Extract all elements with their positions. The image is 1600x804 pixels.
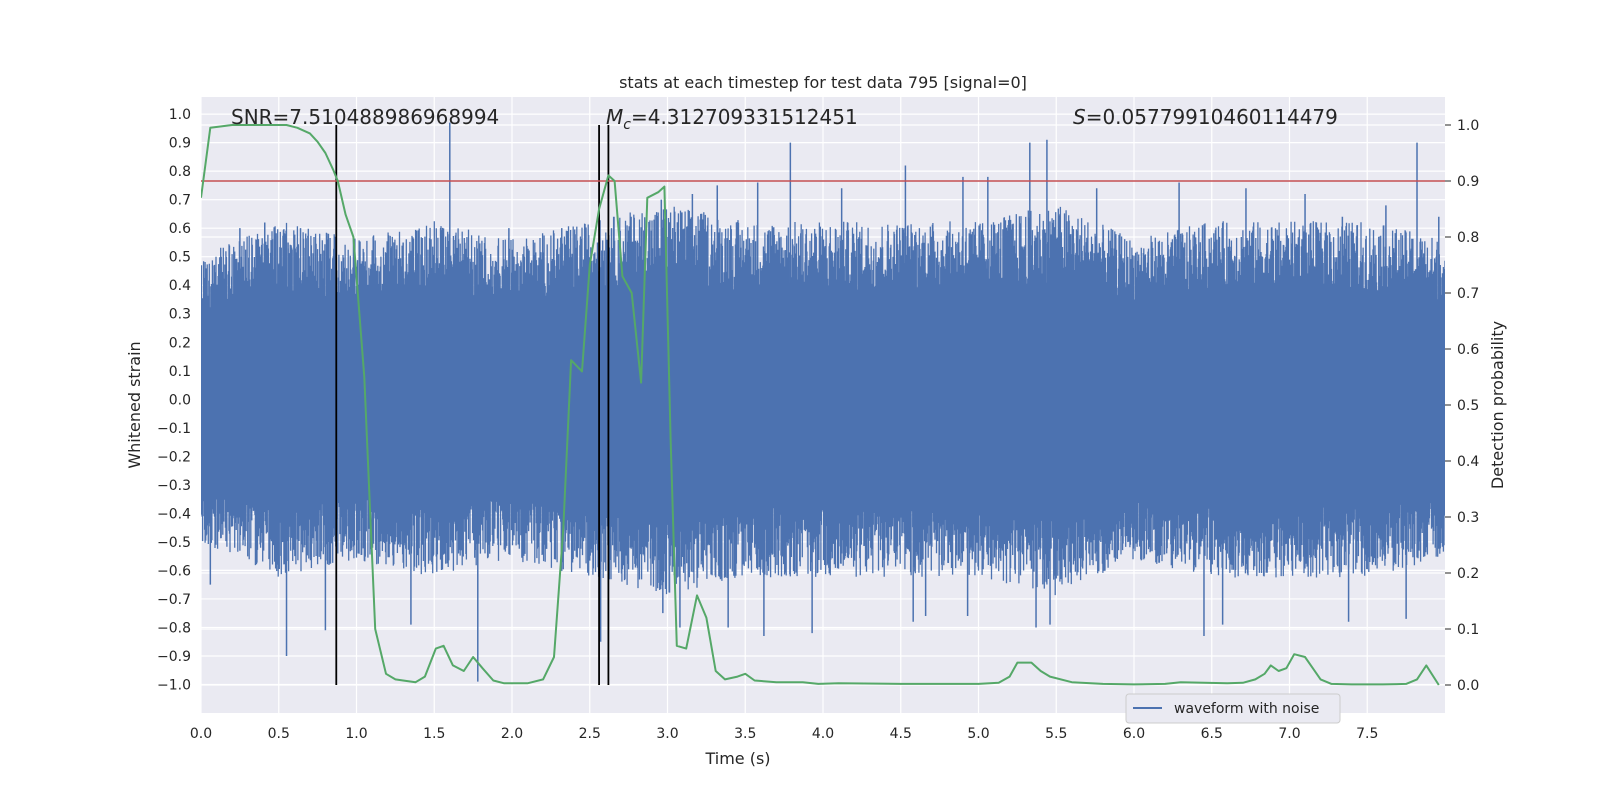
vertical-lines [335,125,610,685]
y-left-tick-label: −0.1 [157,421,191,437]
y-right-tick-label: 1.0 [1457,118,1479,134]
y-left-tick-labels: 1.0 0.9 0.8 0.7 0.6 0.5 0.4 0.3 0.2 0.1 0.0 −0.1 −0.… [157,107,191,693]
y-right-axis-label: Detection probability [1488,321,1507,489]
y-left-tick-label: −0.9 [157,649,191,665]
y-left-tick-label: 0.2 [169,335,191,351]
snr-annotation: SNR=7.510488986968994 [231,105,499,129]
x-tick-label: 6.0 [1123,726,1145,742]
y-left-tick-label: 0.4 [169,278,191,294]
y-left-tick-label: 0.0 [169,392,191,408]
y-left-tick-label: −0.8 [157,620,191,636]
y-left-tick-label: −0.5 [157,535,191,551]
x-tick-label: 5.0 [967,726,989,742]
y-right-tick-label: 0.0 [1457,678,1479,694]
y-right-tick-label: 0.1 [1457,622,1479,638]
y-left-tick-label: 0.7 [169,193,191,209]
y-right-tick-label: 0.5 [1457,398,1479,414]
x-tick-label: 4.0 [812,726,834,742]
y-left-tick-label: −0.6 [157,563,191,579]
x-tick-label: 6.5 [1201,726,1223,742]
x-tick-label: 7.5 [1356,726,1378,742]
x-tick-label: 3.0 [656,726,678,742]
y-left-tick-label: 0.3 [169,307,191,323]
x-tick-label: 2.0 [501,726,523,742]
x-tick-label: 7.0 [1278,726,1300,742]
y-left-axis-label: Whitened strain [125,341,144,468]
x-axis-label: Time (s) [704,749,770,768]
y-right-tick-label: 0.6 [1457,342,1479,358]
y-left-tick-label: −0.7 [157,592,191,608]
chart-title: stats at each timestep for test data 795… [619,73,1027,92]
probability-series [201,124,1440,686]
waveform-line [201,206,1445,596]
y-left-tick-label: 0.1 [169,364,191,380]
probability-line [201,124,1440,686]
y-right-tick-label: 0.3 [1457,510,1479,526]
chirp-mass-annotation: Mc=4.312709331512451 [606,105,858,133]
y-right-tick-label: 0.2 [1457,566,1479,582]
x-tick-label: 0.0 [190,726,212,742]
y-right-tick-label: 0.8 [1457,230,1479,246]
s-symbol: S [1073,105,1086,129]
waveform-series [201,122,1445,682]
legend-label: waveform with noise [1174,701,1319,717]
x-tick-label: 0.5 [268,726,290,742]
y-left-tick-label: −0.4 [157,506,191,522]
legend: waveform with noise [1125,693,1341,724]
y-left-tick-label: 0.9 [169,136,191,152]
chirp-mass-symbol: M [606,105,623,129]
y-left-tick-label: −0.3 [157,478,191,494]
y-left-tick-label: −1.0 [157,677,191,693]
legend-box [1125,693,1341,724]
y-left-tick-label: −0.2 [157,449,191,465]
chirp-mass-value: =4.312709331512451 [631,105,858,129]
x-tick-label: 1.0 [345,726,367,742]
y-left-tick-label: 0.8 [169,164,191,180]
s-annotation: S=0.05779910460114479 [1073,105,1338,129]
x-tick-label: 5.5 [1045,726,1067,742]
y-left-tick-label: 1.0 [169,107,191,123]
x-tick-label: 2.5 [579,726,601,742]
x-tick-label: 3.5 [734,726,756,742]
y-left-tick-label: 0.5 [169,250,191,266]
y-right-tick-label: 0.7 [1457,286,1479,302]
y-right-tick-labels: 1.0 0.9 0.8 0.7 0.6 0.5 0.4 0.3 0.2 0.1 0.0 [1445,118,1479,694]
y-right-tick-label: 0.4 [1457,454,1479,470]
x-tick-label: 4.5 [890,726,912,742]
x-tick-label: 1.5 [423,726,445,742]
y-left-tick-label: 0.6 [169,221,191,237]
y-right-tick-label: 0.9 [1457,174,1479,190]
chirp-mass-subscript: c [623,117,631,133]
x-tick-labels: 0.0 0.5 1.0 1.5 2.0 2.5 3.0 3.5 4.0 4.5 5.0 5.5 6.0 6… [190,726,1379,742]
s-value: =0.05779910460114479 [1086,105,1338,129]
